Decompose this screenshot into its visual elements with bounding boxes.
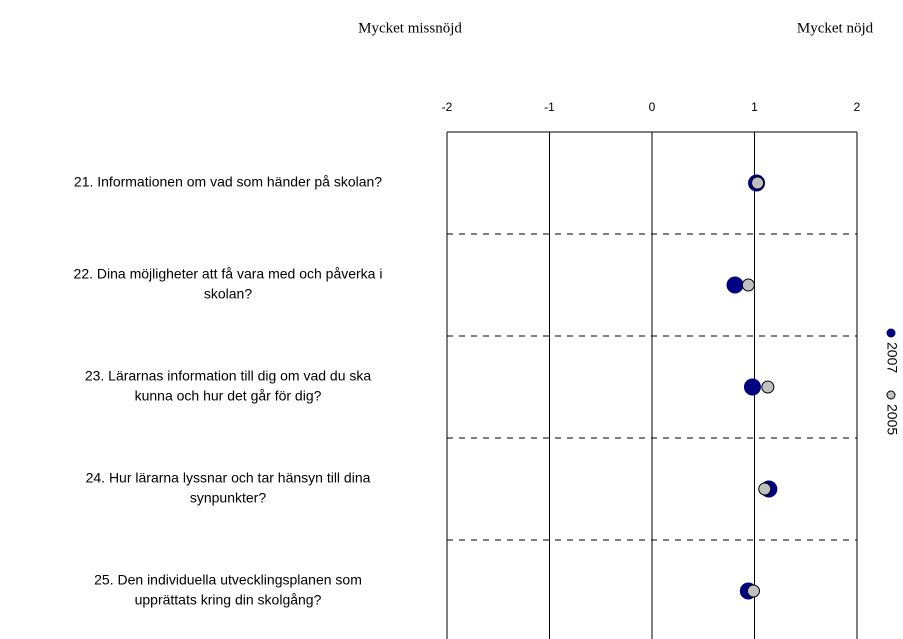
dot xyxy=(761,380,775,394)
left-label: Mycket missnöjd xyxy=(358,20,462,36)
legend-marker xyxy=(886,328,896,338)
dot xyxy=(743,378,761,396)
category-label: 21. Informationen om vad som händer på s… xyxy=(74,174,382,190)
x-tick-label: 2 xyxy=(854,100,861,114)
dot xyxy=(741,278,755,292)
legend-marker xyxy=(886,390,896,400)
right-label: Mycket nöjd xyxy=(797,20,874,36)
dot xyxy=(746,584,760,598)
legend-label: 2005 xyxy=(884,404,900,435)
x-tick-label: 1 xyxy=(751,100,758,114)
category-label: synpunkter? xyxy=(190,490,266,506)
category-label: 24. Hur lärarna lyssnar och tar hänsyn t… xyxy=(86,470,371,486)
category-label: skolan? xyxy=(204,286,252,302)
x-tick-label: 0 xyxy=(649,100,656,114)
category-label: 22. Dina möjligheter att få vara med och… xyxy=(74,266,383,282)
category-label: 23. Lärarnas information till dig om vad… xyxy=(85,368,372,384)
category-label: 25. Den individuella utvecklingsplanen s… xyxy=(94,572,362,588)
category-label: kunna och hur det går för dig? xyxy=(135,388,322,404)
legend: 2007 2005 xyxy=(884,328,900,435)
x-tick-label: -2 xyxy=(442,100,453,114)
dot xyxy=(758,482,772,496)
dot xyxy=(726,276,744,294)
dot xyxy=(751,176,765,190)
x-tick-label: -1 xyxy=(544,100,555,114)
category-label: upprättats kring din skolgång? xyxy=(135,592,322,608)
legend-label: 2007 xyxy=(884,342,900,373)
